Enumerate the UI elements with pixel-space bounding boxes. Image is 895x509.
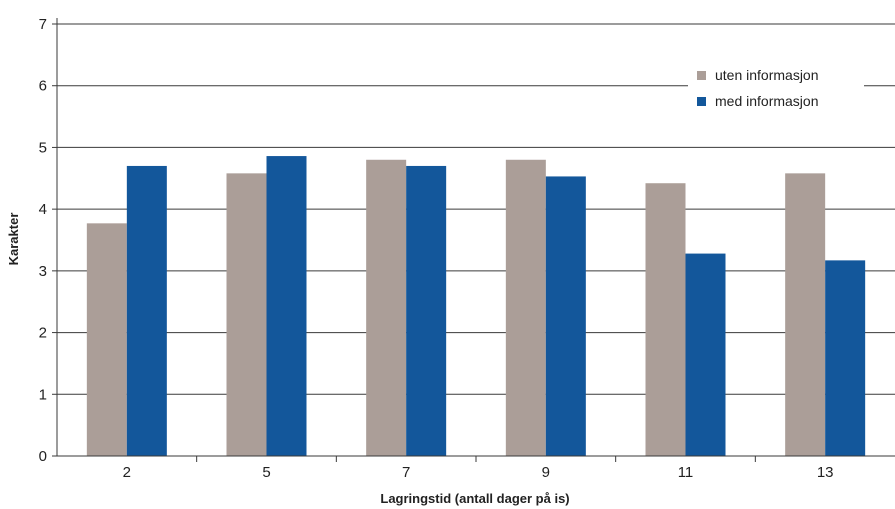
legend-label: uten informasjon	[715, 67, 819, 83]
legend: uten informasjon med informasjon	[688, 57, 864, 113]
legend-swatch	[697, 71, 706, 80]
bar-uten-informasjon-5	[226, 173, 267, 456]
bar-uten-informasjon-2	[86, 223, 127, 456]
bars	[86, 156, 866, 457]
bar-uten-informasjon-9	[505, 159, 546, 456]
x-tick-labels: 2 5 7 9 11 13	[123, 464, 834, 481]
bar-med-informasjon-9	[545, 176, 586, 457]
y-tick-label: 3	[39, 263, 47, 280]
x-tick-label: 2	[123, 464, 131, 481]
y-tick-label: 5	[39, 139, 47, 156]
bar-uten-informasjon-7	[366, 159, 407, 456]
y-tick-label: 0	[39, 448, 47, 465]
bar-med-informasjon-7	[406, 165, 447, 456]
legend-background	[688, 57, 864, 113]
axes	[52, 18, 895, 462]
y-tick-label: 7	[39, 16, 47, 33]
bar-uten-informasjon-13	[785, 173, 826, 456]
bar-med-informasjon-13	[825, 260, 866, 456]
gridlines	[57, 23, 895, 395]
legend-swatch	[697, 97, 706, 106]
legend-label: med informasjon	[715, 93, 819, 109]
x-tick-label: 5	[262, 464, 270, 481]
y-tick-label: 1	[39, 386, 47, 403]
x-tick-label: 11	[678, 464, 694, 481]
x-tick-label: 7	[402, 464, 410, 481]
y-tick-labels: 0 1 2 3 4 5 6 7	[39, 16, 47, 465]
bar-med-informasjon-11	[685, 253, 726, 456]
y-axis-label: Karakter	[6, 213, 21, 266]
x-tick-label: 13	[817, 464, 834, 481]
y-tick-label: 6	[39, 78, 47, 95]
y-tick-label: 4	[39, 201, 47, 218]
bar-med-informasjon-5	[266, 156, 307, 456]
y-tick-label: 2	[39, 325, 47, 342]
bar-med-informasjon-2	[126, 165, 167, 456]
x-tick-label: 9	[542, 464, 550, 481]
bar-uten-informasjon-11	[645, 183, 686, 457]
x-axis-label: Lagringstid (antall dager på is)	[380, 491, 569, 506]
